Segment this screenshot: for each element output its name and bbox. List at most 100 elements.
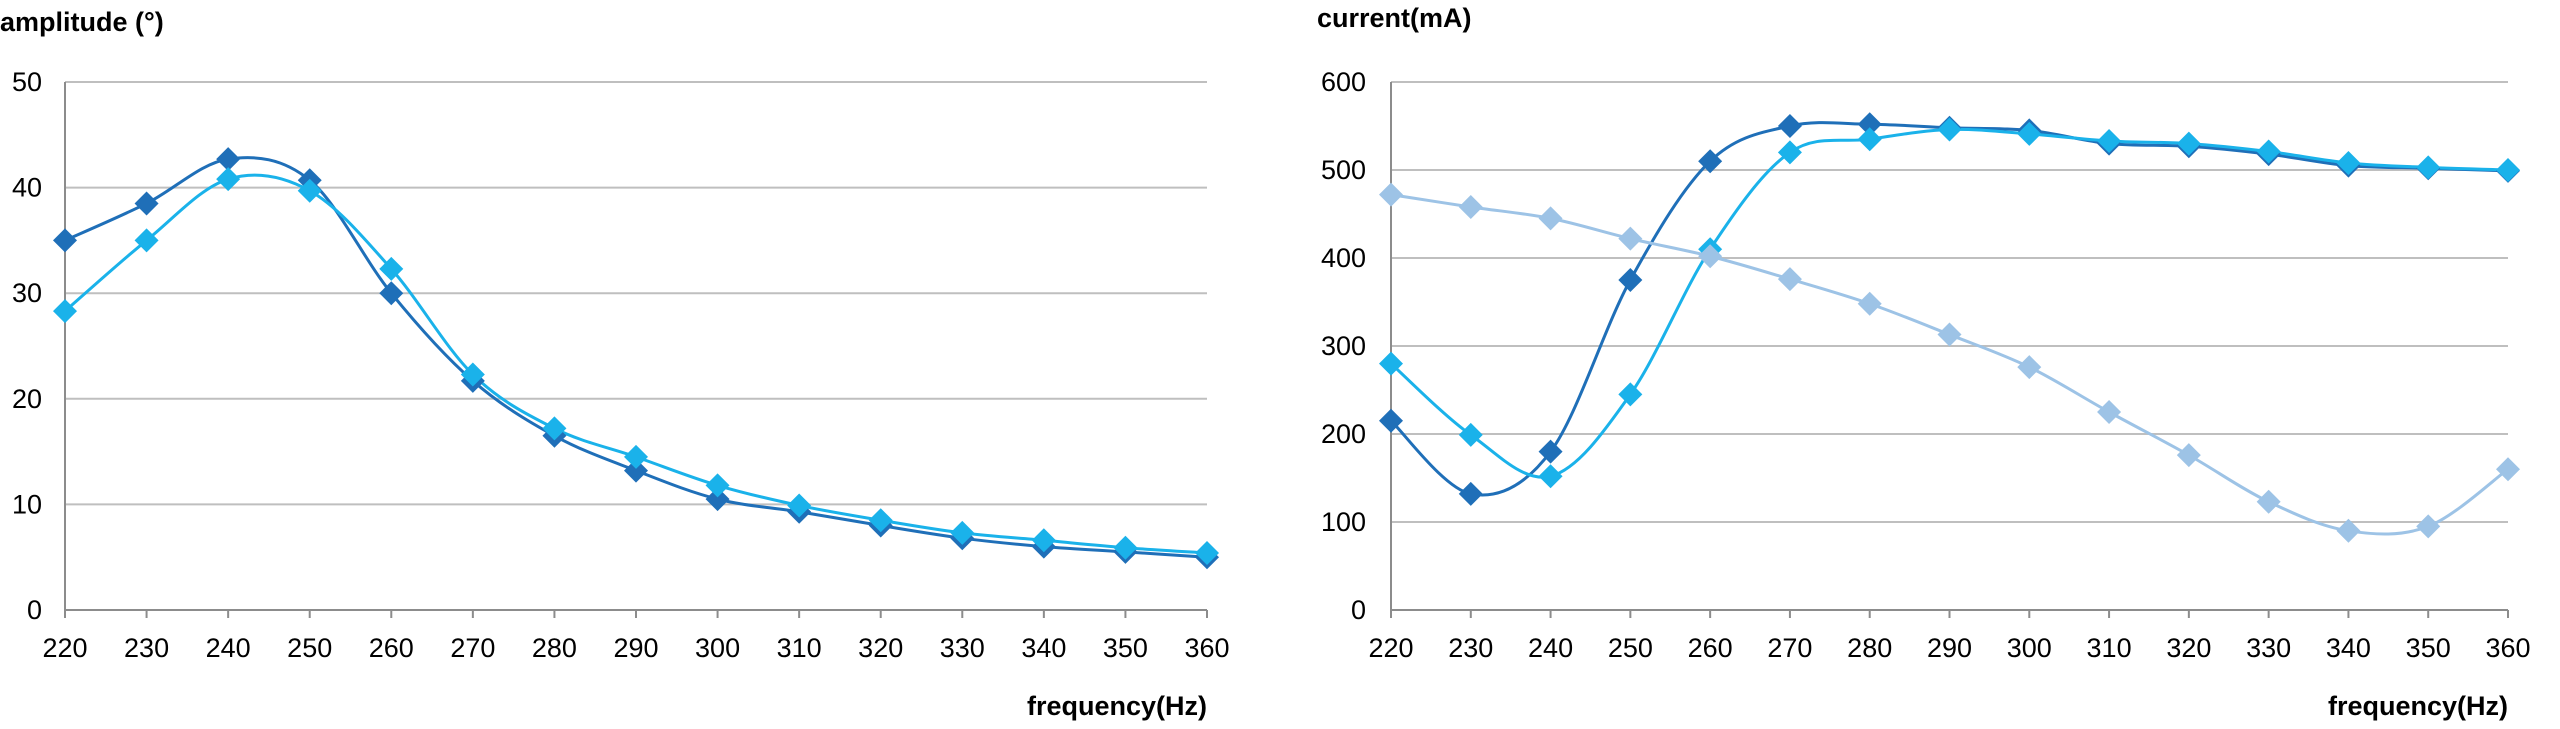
y-tick-label: 600 (1321, 67, 1366, 97)
x-tick-label: 270 (1767, 633, 1812, 663)
data-point-s1-260 (1698, 149, 1723, 174)
x-tick-label: 340 (2326, 633, 2371, 663)
data-point-s1-290 (624, 458, 648, 483)
y-axis-title: amplitude (°) (0, 7, 164, 37)
data-point-s2-340 (2336, 150, 2361, 175)
x-tick-label: 220 (1368, 633, 1413, 663)
y-tick-label: 0 (27, 595, 42, 625)
y-tick-label: 20 (12, 384, 42, 414)
data-point-s2-250 (297, 178, 322, 203)
x-tick-label: 290 (613, 633, 658, 663)
x-tick-label: 240 (206, 633, 251, 663)
data-point-s3-280 (1857, 291, 1882, 316)
y-tick-label: 100 (1321, 507, 1366, 537)
data-point-s1-280 (1857, 112, 1882, 137)
data-point-s3-320 (2176, 443, 2201, 468)
x-tick-label: 230 (1448, 633, 1493, 663)
data-point-s1-250 (1618, 268, 1643, 292)
y-tick-label: 300 (1321, 331, 1366, 361)
y-tick-label: 200 (1321, 419, 1366, 449)
data-point-s2-320 (2176, 131, 2201, 156)
data-point-s2-350 (2416, 155, 2441, 180)
data-point-s3-350 (2416, 514, 2441, 539)
data-point-s2-300 (2017, 121, 2042, 146)
x-tick-label: 260 (1688, 633, 1733, 663)
x-tick-label: 320 (858, 633, 903, 663)
data-point-s1-300 (705, 487, 730, 512)
series-line-3 (1390, 193, 2509, 536)
x-axis-title: frequency(Hz) (2328, 691, 2508, 721)
x-tick-label: 280 (1847, 633, 1892, 663)
y-tick-label: 40 (12, 173, 42, 203)
x-tick-label: 250 (287, 633, 332, 663)
data-point-s2-270 (460, 362, 485, 387)
data-point-s2-360 (2496, 158, 2520, 182)
current-chart: current(mA) frequency(Hz) 0 100 200 300 400 5… (1317, 3, 2531, 721)
data-point-s2-260 (379, 256, 404, 281)
data-point-s2-320 (868, 508, 893, 533)
x-tick-label: 310 (777, 633, 822, 663)
data-point-s2-220 (53, 299, 77, 324)
x-tick-label: 330 (2246, 633, 2291, 663)
data-point-s2-310 (2097, 128, 2122, 153)
data-point-s3-250 (1618, 226, 1643, 251)
x-tick-label: 340 (1021, 633, 1066, 663)
data-point-s2-290 (1937, 117, 1962, 142)
x-tick-label: 300 (695, 633, 740, 663)
amplitude-chart: amplitude (°) frequency(Hz) 0 10 20 30 40 50 2… (0, 7, 1230, 721)
series-line-1 (64, 156, 1208, 559)
x-tick-label: 360 (1184, 633, 1229, 663)
data-point-s3-290 (1937, 322, 1962, 347)
data-point-s2-220 (1379, 351, 1403, 376)
data-point-s2-240 (1538, 464, 1563, 489)
data-point-s1-240 (216, 147, 241, 172)
series-line-1 (1389, 121, 2509, 497)
x-tick-label: 240 (1528, 633, 1573, 663)
data-point-s2-280 (542, 416, 567, 441)
data-point-s2-330 (2256, 139, 2281, 164)
data-point-s2-280 (1857, 127, 1882, 152)
x-axis-title: frequency(Hz) (1027, 691, 1207, 721)
x-tick-label: 350 (2406, 633, 2451, 663)
y-tick-label: 30 (12, 278, 42, 308)
data-point-s1-240 (1538, 439, 1563, 464)
data-point-s1-220 (1379, 408, 1403, 433)
data-point-s3-340 (2336, 518, 2361, 543)
y-axis-title: current(mA) (1317, 3, 1472, 33)
data-point-s3-260 (1698, 244, 1723, 269)
data-point-s2-310 (787, 493, 812, 518)
data-point-s2-350 (1113, 535, 1138, 560)
x-tick-label: 270 (450, 633, 495, 663)
x-tick-label: 230 (124, 633, 169, 663)
data-point-s3-270 (1777, 267, 1802, 292)
y-tick-label: 50 (12, 67, 42, 97)
data-point-s2-250 (1618, 382, 1643, 407)
series-line-2 (1390, 127, 2509, 479)
data-point-s1-220 (53, 228, 77, 253)
x-tick-label: 330 (940, 633, 985, 663)
data-point-s3-310 (2097, 400, 2122, 424)
data-point-s2-300 (705, 473, 730, 498)
data-point-s1-230 (134, 191, 159, 216)
data-point-s2-340 (1031, 528, 1056, 553)
x-tick-label: 250 (1608, 633, 1653, 663)
data-point-s3-220 (1379, 182, 1403, 207)
data-point-s2-290 (624, 444, 648, 469)
x-tick-label: 280 (532, 633, 577, 663)
data-point-s1-260 (379, 281, 404, 306)
data-point-s3-240 (1538, 206, 1563, 231)
x-tick-label: 310 (2087, 633, 2132, 663)
x-tick-label: 220 (42, 633, 87, 663)
data-point-s2-240 (216, 167, 241, 192)
y-tick-label: 400 (1321, 243, 1366, 273)
data-point-s2-270 (1777, 140, 1802, 165)
data-point-s2-360 (1195, 540, 1219, 565)
data-point-s3-360 (2496, 457, 2520, 482)
data-point-s2-230 (134, 228, 159, 253)
x-tick-label: 300 (2007, 633, 2052, 663)
x-tick-label: 320 (2166, 633, 2211, 663)
x-tick-label: 360 (2485, 633, 2530, 663)
data-point-s2-230 (1458, 422, 1483, 447)
y-tick-label: 10 (12, 489, 42, 519)
x-tick-label: 290 (1927, 633, 1972, 663)
